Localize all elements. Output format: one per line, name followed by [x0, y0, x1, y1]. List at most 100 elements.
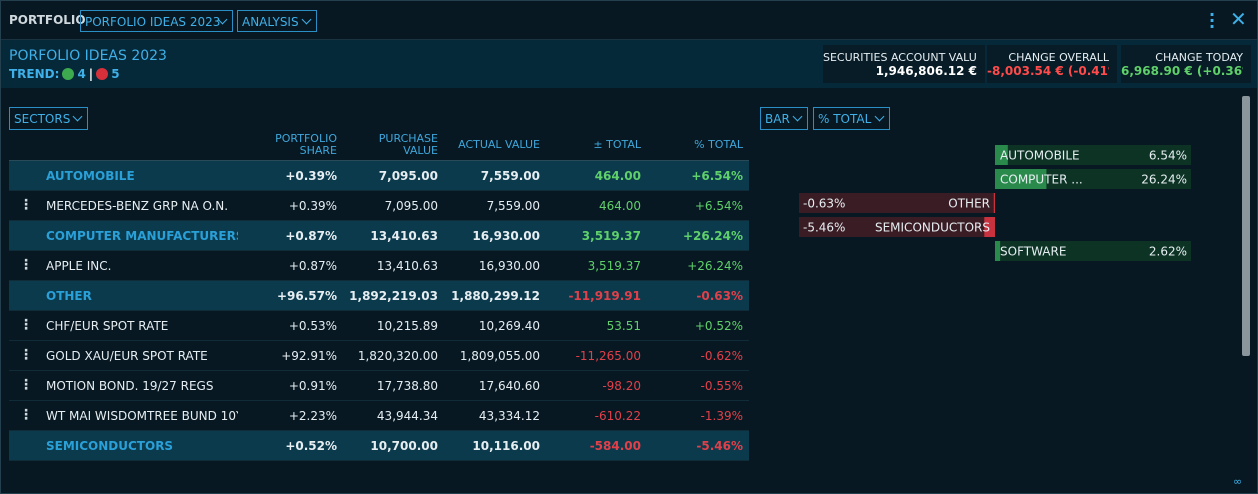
metric-box	[987, 45, 1117, 83]
cell-value: +0.52%	[694, 319, 743, 333]
security-name: MERCEDES-BENZ GRP NA O.N.	[46, 199, 229, 213]
cell-value: 13,410.63	[370, 229, 438, 243]
metric-value: 1,946,806.12 €	[875, 64, 977, 78]
group-name: SEMICONDUCTORS	[46, 439, 174, 453]
cell-value: -11,919.91	[568, 289, 641, 303]
cell-value: -0.63%	[696, 289, 743, 303]
cell-value: +96.57%	[276, 289, 337, 303]
group-row	[9, 221, 749, 251]
bar-category: AUTOMOBILE	[1000, 149, 1080, 163]
cell-value: 13,410.63	[376, 259, 438, 273]
view-select[interactable]: ANALYSIS	[237, 10, 317, 32]
row-menu: ⋮	[19, 197, 33, 213]
bar-value-label: 26.24%	[1141, 173, 1187, 187]
column-header: PORTFOLIO SHARE	[275, 132, 337, 157]
item-row	[9, 341, 749, 371]
item-row	[9, 371, 749, 401]
row-menu: ⋮	[19, 257, 33, 273]
cell-value: +0.87%	[288, 259, 337, 273]
trend-up: 4	[77, 67, 86, 81]
table-header-bg	[9, 131, 749, 161]
chart-metric-select[interactable]: % TOTAL	[813, 107, 890, 130]
cell-value: -584.00	[589, 439, 641, 453]
cell-value: -0.55%	[700, 379, 743, 393]
cell-value: +0.39%	[285, 169, 337, 183]
item-row	[9, 251, 749, 281]
cell-value: +0.53%	[288, 319, 337, 333]
cell-value: 1,892,219.03	[349, 289, 438, 303]
cell-value: -1.39%	[700, 409, 743, 423]
cell-value: -610.22	[594, 409, 641, 423]
security-name: GOLD XAU/EUR SPOT RATE	[46, 349, 208, 363]
trend-separator: |	[88, 67, 94, 81]
trend: TREND: 4 | 5	[9, 67, 120, 81]
cell-value: 3,519.37	[587, 259, 641, 273]
cell-value: +6.54%	[694, 199, 743, 213]
row-menu: ⋮	[19, 347, 33, 363]
bar-value-label: 6.54%	[1149, 149, 1187, 163]
column-header: ACTUAL VALUE	[458, 138, 540, 151]
group-select[interactable]: SECTORS	[9, 107, 88, 130]
cell-value: +26.24%	[682, 229, 743, 243]
metric-label: SECURITIES ACCOUNT VALUE	[823, 51, 977, 64]
cell-value: -98.20	[602, 379, 641, 393]
metric-box	[823, 45, 985, 83]
row-menu: ⋮	[19, 317, 33, 333]
cell-value: 10,215.89	[376, 319, 438, 333]
cell-value: 7,095.00	[378, 169, 438, 183]
close-button[interactable]: ✕	[1230, 7, 1247, 31]
cell-value: 43,334.12	[478, 409, 540, 423]
cell-value: 43,944.34	[376, 409, 438, 423]
more-menu[interactable]: · · ·	[1209, 5, 1216, 36]
cell-value: 7,095.00	[384, 199, 438, 213]
bar-value-label: -5.46%	[803, 221, 845, 235]
bar	[995, 169, 1047, 189]
cell-value: 7,559.00	[480, 169, 540, 183]
chart-type-select[interactable]: BAR	[760, 107, 808, 130]
security-name: WT MAI WISDOMTREE BUND 10Y 3	[46, 409, 238, 423]
bar-value-label: 2.62%	[1149, 245, 1187, 259]
bar-category: SEMICONDUCTORS	[875, 221, 990, 235]
security-name: APPLE INC.	[46, 259, 112, 273]
down-icon	[96, 68, 109, 80]
security-name: CHF/EUR SPOT RATE	[46, 319, 169, 333]
security-name: MOTION BOND. 19/27 REGS	[46, 379, 214, 393]
summary-title: PORFOLIO IDEAS 2023	[9, 48, 167, 64]
portfolio-select[interactable]: PORFOLIO IDEAS 2023	[80, 10, 233, 32]
header-label: PORTFOLIO	[9, 13, 86, 27]
metric-value: 6,968.90 € (+0.36%)	[1121, 64, 1243, 78]
column-header: PURCHASE VALUE	[378, 132, 438, 157]
cell-value: +0.52%	[285, 439, 337, 453]
cell-value: 1,880,299.12	[451, 289, 540, 303]
bar-category: SOFTWARE	[1000, 245, 1066, 259]
metric-label: CHANGE TODAY	[1155, 51, 1243, 64]
metric-label: CHANGE OVERALL	[1008, 51, 1109, 64]
item-row	[9, 191, 749, 221]
cell-value: +0.39%	[288, 199, 337, 213]
cell-value: 10,700.00	[370, 439, 438, 453]
bar-background	[995, 241, 1191, 261]
row-menu: ⋮	[19, 377, 33, 393]
cell-value: +2.23%	[288, 409, 337, 423]
row-menu: ⋮	[19, 407, 33, 423]
cell-value: +6.54%	[691, 169, 743, 183]
bar-background	[995, 145, 1191, 165]
group-row	[9, 281, 749, 311]
cell-value: 17,738.80	[376, 379, 438, 393]
scrollbar[interactable]	[1242, 96, 1250, 356]
group-row	[9, 161, 749, 191]
cell-value: -11,265.00	[575, 349, 641, 363]
cell-value: +26.24%	[687, 259, 743, 273]
bar-value-label: -0.63%	[803, 197, 845, 211]
bar	[995, 145, 1008, 165]
cell-value: +0.87%	[285, 229, 337, 243]
cell-value: 10,116.00	[472, 439, 540, 453]
cell-value: 10,269.40	[478, 319, 540, 333]
cell-value: 464.00	[594, 169, 641, 183]
cell-value: 17,640.60	[478, 379, 540, 393]
bar-category: OTHER	[948, 197, 990, 211]
up-icon	[62, 68, 75, 80]
link-icon[interactable]: ∞	[1233, 475, 1243, 488]
